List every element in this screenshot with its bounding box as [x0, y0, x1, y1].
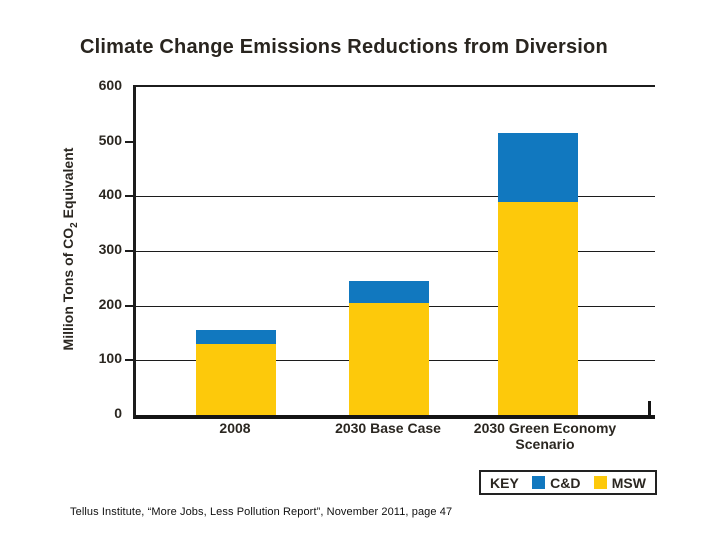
source-caption: Tellus Institute, “More Jobs, Less Pollu…: [70, 506, 453, 518]
y-tick-label-500: 500: [98, 131, 122, 148]
y-axis-tick-200: [125, 304, 133, 307]
y-tick-label-200: 200: [98, 295, 122, 312]
y-tick-label-300: 300: [98, 241, 122, 257]
y-tick-label-100: 100: [98, 350, 122, 367]
y-tick-label-0: 0: [114, 405, 122, 421]
bar-2030-green-economy-scenario: [498, 87, 578, 415]
y-axis-tick-300: [125, 250, 133, 252]
chart-title: Climate Change Emissions Reductions from…: [80, 36, 608, 58]
y-axis-title-subscript: 2: [68, 222, 80, 228]
y-axis-title-suffix: Equivalent: [60, 147, 76, 223]
legend-title: KEY: [490, 474, 519, 491]
bar-2030-base-case: [349, 87, 429, 415]
x-axis-label-2030-base-case: 2030 Base Case: [335, 420, 441, 436]
plot-area: [125, 85, 655, 419]
y-axis-tick-400: [125, 195, 133, 198]
bar-2030-green-economy-scenario-msw-segment: [498, 201, 578, 415]
x-axis-label-2008: 2008: [219, 420, 251, 436]
legend: KEY C&D MSW: [479, 470, 657, 495]
bar-2008: [196, 87, 276, 415]
msw-color-swatch-icon: [593, 476, 607, 489]
c-d-color-swatch-icon: [532, 476, 546, 489]
y-axis-tick-500: [125, 140, 133, 143]
gridline-300: [136, 251, 655, 252]
bar-2030-base-case-msw-segment: [349, 302, 429, 415]
x-axis-label-2030-green-economy-scenario: 2030 Green Economy Scenario: [473, 420, 617, 452]
legend-entry-c-d: C&D: [532, 475, 580, 491]
legend-label-c-d: C&D: [550, 474, 581, 491]
y-axis-tick-100: [125, 359, 133, 362]
legend-entry-msw: MSW: [593, 474, 646, 491]
gridline-400: [136, 196, 655, 198]
x-axis-end-tick: [648, 401, 651, 415]
bar-2030-green-economy-scenario-c-d-segment: [498, 133, 578, 202]
legend-label-msw: MSW: [611, 474, 646, 491]
bar-2008-c-d-segment: [196, 329, 276, 344]
bar-2008-msw-segment: [196, 343, 276, 415]
bar-2030-base-case-c-d-segment: [349, 281, 429, 303]
y-tick-label-400: 400: [98, 186, 122, 203]
y-tick-label-600: 600: [98, 77, 122, 93]
